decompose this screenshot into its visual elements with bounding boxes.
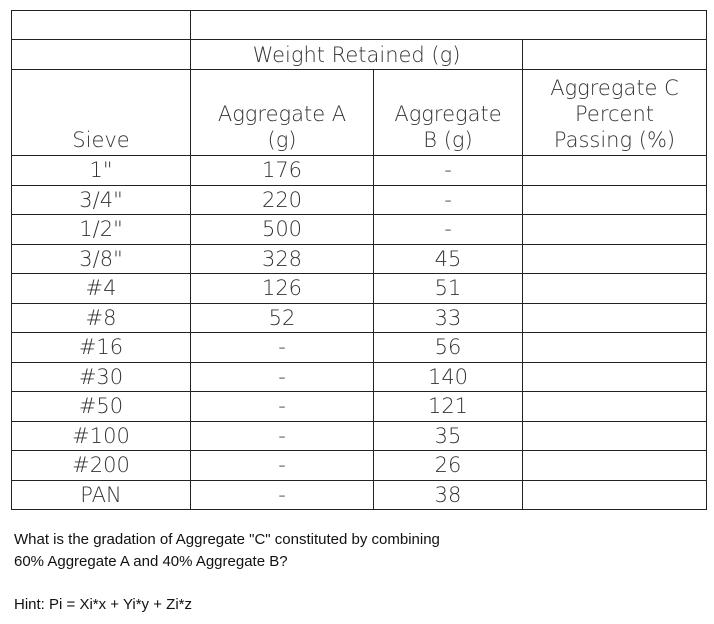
agg-a-cell: -	[190, 420, 374, 451]
table-row: 1" 176-	[11, 155, 707, 186]
table-row: 1/2" 500-	[11, 214, 707, 245]
agg-c-cell	[522, 420, 707, 451]
agg-c-cell	[522, 332, 707, 363]
agg-c-header-label: Aggregate C Percent Passing (%)	[550, 76, 679, 152]
agg-c-cell	[522, 479, 707, 510]
sieve-cell: 3/8"	[11, 243, 191, 274]
agg-b-cell: -	[373, 155, 523, 186]
weight-retained-header: Weight Retained (g)	[190, 39, 523, 70]
agg-b-cell: -	[373, 214, 523, 245]
agg-b-cell: 38	[373, 479, 523, 510]
table-row: PAN -38	[11, 479, 707, 510]
sieve-cell: #200	[11, 450, 191, 481]
sieve-cell: #4	[11, 273, 191, 304]
sieve-cell: #30	[11, 361, 191, 392]
empty-cell	[11, 10, 191, 40]
agg-c-cell	[522, 243, 707, 274]
agg-a-cell: -	[190, 391, 374, 422]
table-row: 3/8" 328 45	[11, 243, 707, 274]
agg-c-cell	[522, 214, 707, 245]
hint-text: Hint: Pi = Xi*x + Yi*y + Zi*z	[14, 596, 192, 613]
agg-b-header-label: Aggregate B (g)	[394, 102, 502, 152]
question-line-1: What is the gradation of Aggregate "C" c…	[14, 531, 440, 548]
empty-cell	[522, 39, 707, 70]
agg-a-cell: -	[190, 332, 374, 363]
table-row: #50-121	[11, 391, 707, 422]
agg-b-cell: 51	[373, 273, 523, 304]
table-row: #16-56	[11, 332, 707, 363]
agg-a-cell: -	[190, 361, 374, 392]
agg-b-cell: 35	[373, 420, 523, 451]
empty-top-row	[11, 10, 707, 40]
empty-cell	[11, 39, 191, 70]
agg-c-cell	[522, 361, 707, 392]
agg-c-cell	[522, 273, 707, 304]
sieve-cell: 1/2"	[11, 214, 191, 245]
question-text: What is the gradation of Aggregate "C" c…	[14, 529, 440, 573]
agg-c-cell	[522, 155, 707, 186]
agg-b-cell: 33	[373, 302, 523, 333]
agg-b-cell: 121	[373, 391, 523, 422]
agg-a-cell: 52	[190, 302, 374, 333]
agg-a-cell: 126	[190, 273, 374, 304]
agg-c-cell	[522, 302, 707, 333]
question-line-2: 60% Aggregate A and 40% Aggregate B?	[14, 553, 288, 570]
gradation-table: Weight Retained (g) Sieve Aggregate A (g…	[11, 10, 707, 510]
sieve-header-label: Sieve	[72, 128, 130, 152]
sieve-cell: #16	[11, 332, 191, 363]
table-row: 3/4" 220-	[11, 184, 707, 215]
sieve-cell: #8	[11, 302, 191, 333]
agg-b-cell: 26	[373, 450, 523, 481]
table-row: #200-26	[11, 450, 707, 481]
sieve-cell: 1"	[11, 155, 191, 186]
agg-c-header: Aggregate C Percent Passing (%)	[522, 69, 707, 156]
sieve-header: Sieve	[11, 69, 191, 156]
agg-c-cell	[522, 184, 707, 215]
agg-a-header: Aggregate A (g)	[190, 69, 374, 156]
agg-c-cell	[522, 450, 707, 481]
agg-b-cell: 140	[373, 361, 523, 392]
agg-a-cell: 500	[190, 214, 374, 245]
sieve-cell: PAN	[11, 479, 191, 510]
agg-c-cell	[522, 391, 707, 422]
table-row: #100-35	[11, 420, 707, 451]
column-header-row: Sieve Aggregate A (g) Aggregate B (g) Ag…	[11, 69, 707, 156]
agg-b-header: Aggregate B (g)	[373, 69, 523, 156]
agg-a-cell: -	[190, 479, 374, 510]
group-header-row: Weight Retained (g)	[11, 39, 707, 70]
table-row: #30-140	[11, 361, 707, 392]
table-row: #8 52 33	[11, 302, 707, 333]
table-row: #4 126 51	[11, 273, 707, 304]
sieve-cell: #50	[11, 391, 191, 422]
empty-cell	[190, 10, 707, 40]
agg-b-cell: -	[373, 184, 523, 215]
agg-a-cell: 176	[190, 155, 374, 186]
sieve-cell: #100	[11, 420, 191, 451]
agg-a-cell: -	[190, 450, 374, 481]
agg-a-header-label: Aggregate A (g)	[217, 102, 347, 152]
agg-b-cell: 45	[373, 243, 523, 274]
agg-b-cell: 56	[373, 332, 523, 363]
agg-a-cell: 328	[190, 243, 374, 274]
agg-a-cell: 220	[190, 184, 374, 215]
sieve-cell: 3/4"	[11, 184, 191, 215]
